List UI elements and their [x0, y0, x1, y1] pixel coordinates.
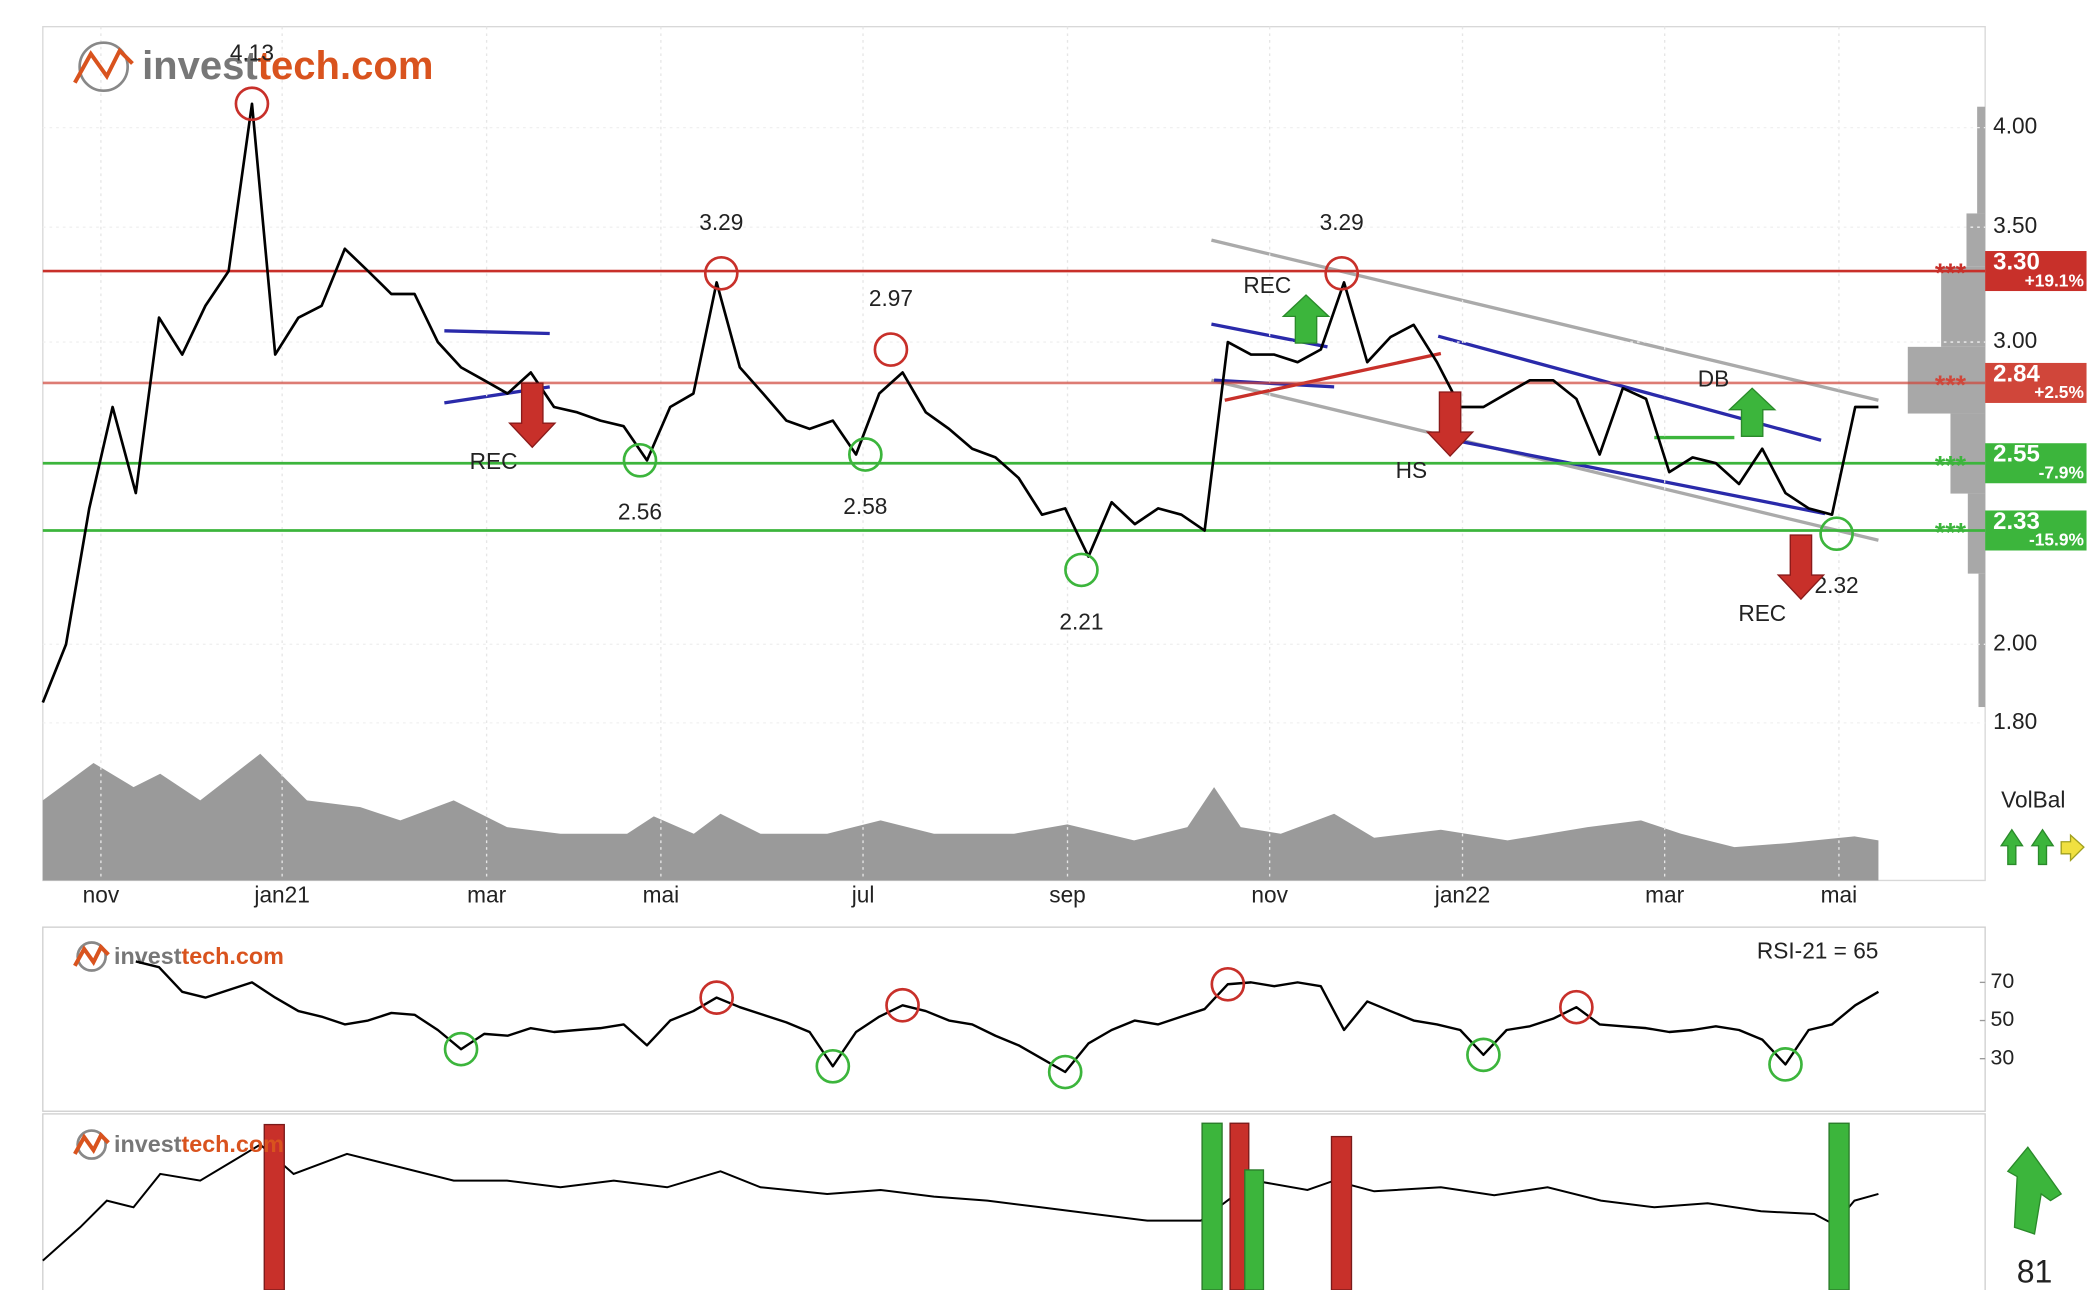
extreme-circle — [622, 442, 658, 478]
extreme-label: 2.56 — [618, 499, 662, 525]
level-marker: *** — [1935, 370, 1967, 400]
level-change: -7.9% — [2039, 462, 2084, 482]
logo: investtech.com — [114, 1131, 284, 1157]
insider-bars — [263, 1122, 1850, 1290]
pattern-label: REC — [1738, 600, 1786, 626]
extreme-circle — [873, 332, 909, 367]
rsi-extreme-circle — [885, 987, 920, 1023]
extreme-circle — [1064, 552, 1099, 588]
rsi-extreme-circle — [1768, 1047, 1803, 1082]
level-box — [1985, 443, 2087, 484]
signal-arrow — [1776, 534, 1826, 601]
signal-arrow — [508, 382, 557, 449]
price-line — [41, 102, 1879, 703]
price-line — [135, 960, 1880, 1074]
trend-lines — [444, 238, 1879, 542]
level-marker: *** — [1935, 518, 1967, 548]
extreme-circle — [234, 86, 270, 122]
level-label: 3.30 — [1993, 248, 2040, 275]
extreme-circle — [1819, 516, 1854, 552]
price-panel — [42, 26, 1986, 882]
rsi-extreme-circle — [1210, 966, 1246, 1002]
y-tick-label: 50 — [1990, 1007, 2014, 1031]
x-tick-label: sep — [1049, 881, 1086, 907]
extreme-label: 4.13 — [230, 39, 274, 65]
rsi-title: RSI-21 = 65 — [1757, 937, 1879, 963]
pattern-label: REC — [1243, 272, 1291, 298]
rsi-extreme-circle — [815, 1048, 851, 1084]
level-box — [1985, 362, 2087, 403]
level-box — [1985, 251, 2087, 292]
signal-arrow — [1425, 391, 1475, 458]
y-tick-label: 4.00 — [1993, 113, 2037, 139]
x-tick-label: mar — [467, 881, 506, 907]
extreme-label: 2.97 — [869, 285, 913, 311]
y-tick-label: 30 — [1990, 1045, 2014, 1069]
volume-balance — [42, 753, 1879, 881]
insider-panel — [42, 1113, 1986, 1290]
price-histogram — [1907, 106, 1986, 708]
level-label: 2.33 — [1993, 508, 2040, 535]
extreme-label: 2.58 — [843, 493, 887, 519]
logo-icon — [73, 47, 134, 84]
logo-part: invest — [114, 1131, 182, 1157]
level-change: +19.1% — [2025, 270, 2084, 290]
extreme-circle — [703, 255, 739, 291]
extreme-label: 3.29 — [1320, 209, 1364, 235]
x-tick-label: jan21 — [253, 881, 309, 907]
x-tick-label: nov — [1251, 881, 1288, 907]
logo: investtech.com — [114, 943, 284, 969]
x-tick-label: mai — [1821, 881, 1858, 907]
level-label: 2.55 — [1993, 441, 2040, 468]
y-tick-label: 3.00 — [1993, 327, 2037, 353]
logo-part: tech.com — [181, 1131, 283, 1157]
logo-part: invest — [142, 44, 258, 88]
logo: investtech.com — [142, 44, 433, 88]
volbal-arrows — [1999, 828, 2085, 866]
level-change: +2.5% — [2034, 382, 2084, 402]
logo-part: tech.com — [181, 943, 283, 969]
y-tick-label: 2.00 — [1993, 629, 2037, 655]
level-change: -15.9% — [2029, 530, 2084, 550]
logo-icon — [73, 1131, 110, 1155]
extreme-circle — [848, 437, 883, 472]
score-arrow — [2006, 1146, 2063, 1235]
signal-arrow — [1727, 387, 1777, 438]
x-tick-label: jul — [851, 881, 875, 907]
extreme-label: 3.29 — [699, 209, 743, 235]
y-tick-label: 70 — [1990, 969, 2014, 993]
x-tick-label: mar — [1645, 881, 1684, 907]
logo-icon — [76, 1129, 107, 1160]
rsi-extreme-circle — [1047, 1054, 1083, 1090]
extreme-circle — [1324, 255, 1360, 291]
signal-arrow — [1281, 294, 1331, 344]
rsi-extreme-circle — [1559, 989, 1594, 1025]
level-marker: *** — [1935, 450, 1967, 480]
extreme-label: 2.21 — [1059, 608, 1103, 634]
x-tick-label: jan22 — [1434, 881, 1490, 907]
pattern-label: HS — [1396, 457, 1427, 483]
rsi-extreme-circle — [699, 980, 734, 1015]
rsi-extreme-circle — [1466, 1037, 1501, 1073]
level-marker: *** — [1935, 258, 1967, 288]
logo-part: tech.com — [258, 44, 434, 88]
y-tick-label: 3.50 — [1993, 212, 2037, 238]
logo-icon — [73, 943, 110, 967]
y-tick-label: 1.80 — [1993, 708, 2037, 734]
score: 81 — [2017, 1253, 2053, 1289]
level-label: 2.84 — [1993, 360, 2040, 387]
x-tick-label: mai — [643, 881, 680, 907]
rsi-panel — [42, 926, 1986, 1112]
pattern-label: DB — [1698, 365, 1729, 391]
level-box — [1985, 510, 2087, 551]
logo-icon — [78, 41, 129, 93]
volbal-label: VolBal — [2001, 787, 2065, 813]
relative-strength-line — [42, 1143, 1879, 1262]
rsi-extreme-circle — [443, 1031, 479, 1067]
pattern-label: REC — [470, 448, 518, 474]
logo-icon — [76, 941, 107, 972]
x-tick-label: nov — [83, 881, 120, 907]
